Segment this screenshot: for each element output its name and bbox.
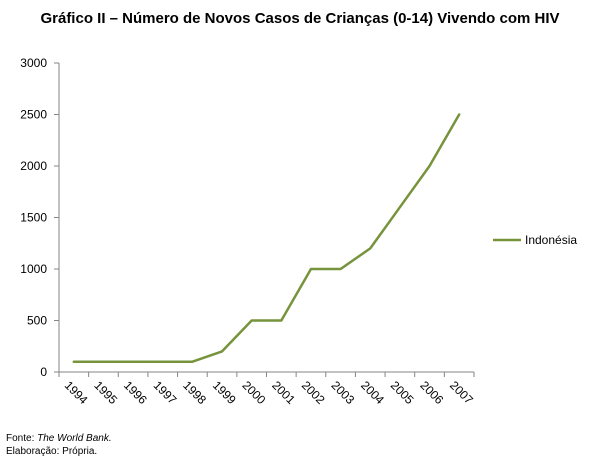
x-tick-label: 2005: [388, 378, 417, 407]
y-tick-label: 1000: [20, 262, 47, 276]
x-tick-label: 2002: [299, 378, 328, 407]
elaboration-note: Elaboração: Própria.: [6, 446, 98, 457]
y-tick-label: 0: [40, 365, 47, 379]
x-tick-label: 2001: [269, 378, 298, 407]
x-tick-label: 1997: [151, 378, 180, 407]
x-tick-label: 2006: [417, 378, 446, 407]
axes: [58, 63, 474, 373]
x-tick-label: 2004: [358, 378, 387, 407]
x-tick-label: 1994: [62, 378, 91, 407]
chart-notes: Fonte: The World Bank. Elaboração: Própr…: [6, 432, 112, 458]
x-tick-label: 2007: [447, 378, 476, 407]
x-tick-label: 1998: [180, 378, 209, 407]
x-tick-label: 1996: [121, 378, 150, 407]
y-tick-label: 2000: [20, 159, 47, 173]
series-line-indonesia: [72, 113, 461, 363]
source-note: Fonte: The World Bank.: [6, 432, 112, 445]
y-axis-ticks: 0 500 1000 1500 2000 2500 3000: [20, 56, 59, 379]
source-prefix: Fonte:: [6, 433, 38, 444]
legend: Indonésia: [493, 233, 577, 247]
legend-label: Indonésia: [525, 233, 577, 247]
x-tick-label: 1995: [91, 378, 120, 407]
y-tick-label: 2500: [20, 108, 47, 122]
y-tick-label: 3000: [20, 56, 47, 70]
source-name: The World Bank.: [37, 433, 112, 444]
series-layer: [72, 113, 461, 363]
y-tick-label: 1500: [20, 211, 47, 225]
chart-title: Gráfico II – Número de Novos Casos de Cr…: [40, 10, 560, 27]
x-axis-ticks: 1994 1995 1996 1997 1998 1999 2000 2001 2002 2003…: [58, 372, 476, 407]
x-tick-label: 2000: [240, 378, 269, 407]
x-tick-label: 1999: [210, 378, 239, 407]
x-tick-label: 2003: [328, 378, 357, 407]
y-tick-label: 500: [27, 314, 47, 328]
